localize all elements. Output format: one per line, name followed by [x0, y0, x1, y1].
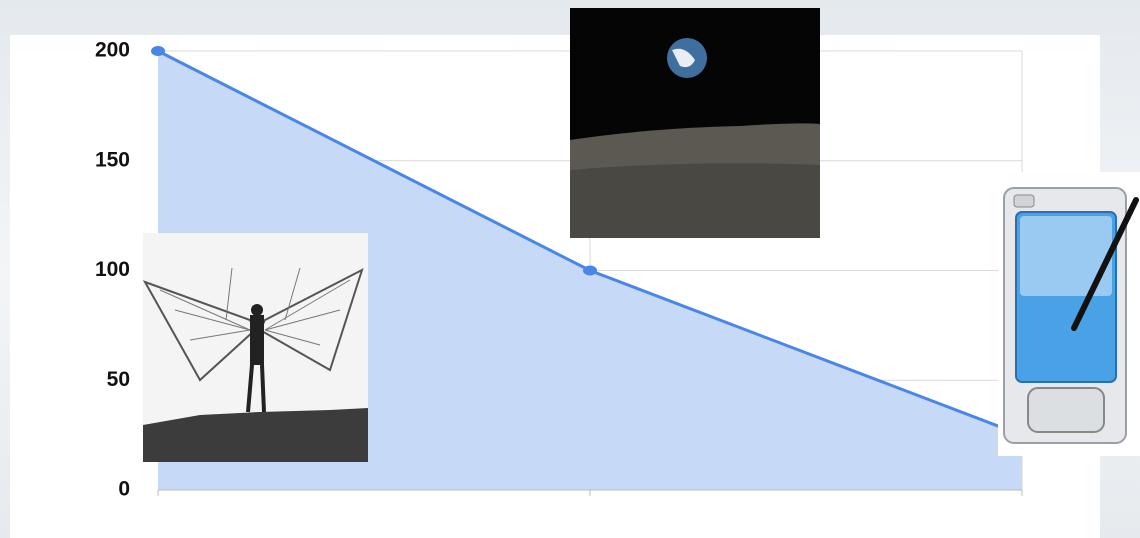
glider-photo — [142, 233, 368, 462]
y-tick-label: 200 — [95, 39, 130, 62]
y-tick-label: 100 — [95, 258, 130, 281]
y-tick-label: 50 — [107, 368, 130, 391]
pda-icon — [998, 172, 1140, 456]
y-tick-label: 0 — [118, 478, 130, 501]
earthrise-photo — [570, 8, 820, 238]
point — [583, 265, 597, 276]
point — [151, 46, 165, 56]
y-tick-label: 150 — [95, 148, 130, 171]
